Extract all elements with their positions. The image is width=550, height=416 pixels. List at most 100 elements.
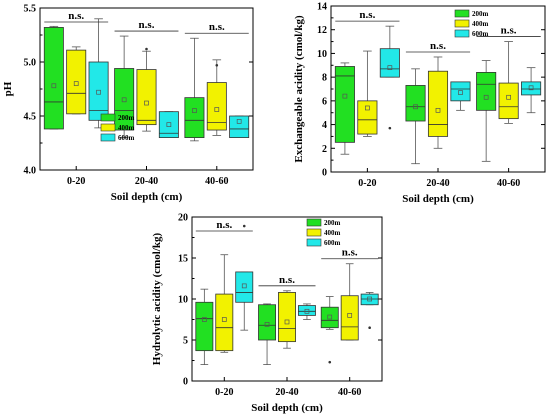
x-axis-label: Soil depth (cm) bbox=[251, 402, 323, 414]
significance-label: n.s. bbox=[139, 19, 155, 31]
y-tick-label: 20 bbox=[178, 213, 188, 224]
y-axis-label: Exchangeable acidity (cmol/kg) bbox=[293, 15, 305, 163]
iqr-box bbox=[320, 306, 339, 329]
y-tick-label: 0 bbox=[322, 168, 327, 179]
box-400m-20-40 bbox=[427, 56, 449, 149]
significance-label: n.s. bbox=[209, 21, 225, 33]
outlier-point bbox=[328, 360, 332, 364]
x-tick-label: 20-40 bbox=[135, 176, 158, 187]
iqr-box bbox=[184, 97, 205, 138]
legend-label: 400m bbox=[472, 20, 489, 28]
x-tick-label: 20-40 bbox=[426, 178, 449, 189]
mean-marker bbox=[365, 105, 370, 111]
box-200m-40-60 bbox=[184, 37, 205, 142]
mean-marker bbox=[483, 94, 489, 100]
iqr-box bbox=[427, 70, 449, 137]
x-tick-label: 20-40 bbox=[275, 387, 298, 398]
iqr-box bbox=[379, 48, 400, 78]
legend-label: 600m bbox=[118, 134, 135, 142]
y-tick-label: 14 bbox=[317, 2, 327, 13]
mean-marker bbox=[121, 97, 127, 103]
mean-marker bbox=[192, 108, 197, 113]
legend-swatch-600m bbox=[454, 29, 470, 38]
iqr-box bbox=[405, 85, 426, 122]
mean-marker bbox=[347, 313, 353, 318]
significance-label: n.s. bbox=[342, 247, 358, 259]
box-600m-40-60 bbox=[521, 67, 542, 114]
box-200m-20-40 bbox=[114, 35, 135, 139]
box-600m-0-20 bbox=[88, 18, 109, 129]
y-axis-label: pH bbox=[2, 81, 14, 96]
iqr-box bbox=[297, 305, 316, 316]
legend-label: 600m bbox=[324, 239, 341, 247]
chart-panel-1: 4.0 4.5 5.0 5.5 0-20 20-40 40-60 Soil depth (cm… bbox=[2, 4, 254, 203]
iqr-box bbox=[88, 61, 109, 121]
y-tick-label: 15 bbox=[178, 254, 188, 265]
mean-marker bbox=[144, 100, 149, 106]
x-tick-label: 0-20 bbox=[215, 387, 233, 398]
y-tick-label: 4 bbox=[322, 120, 327, 131]
box-600m-20-40 bbox=[450, 81, 471, 111]
box-200m-20-40 bbox=[405, 68, 426, 165]
y-tick-label: 8 bbox=[322, 73, 327, 84]
box-200m-20-40 bbox=[258, 303, 277, 366]
iqr-box bbox=[235, 271, 254, 303]
legend-label: 200m bbox=[324, 219, 341, 227]
iqr-box bbox=[229, 115, 250, 139]
legend-swatch-400m bbox=[306, 228, 322, 237]
x-axis-label: Soil depth (cm) bbox=[111, 191, 183, 203]
box-200m-40-60 bbox=[320, 296, 339, 364]
y-tick-label: 10 bbox=[178, 295, 188, 306]
mean-marker bbox=[413, 104, 418, 110]
y-tick-label: 4.5 bbox=[24, 112, 37, 123]
significance-label: n.s. bbox=[501, 25, 517, 37]
y-tick-label: 10 bbox=[317, 49, 327, 60]
mean-marker bbox=[342, 93, 348, 99]
legend-label: 400m bbox=[324, 229, 341, 237]
box-600m-0-20 bbox=[379, 25, 400, 130]
chart-panel-3: 0 5 10 15 20 0-20 20-40 40-60 Soil depth (cm) Hyd… bbox=[151, 213, 383, 414]
mean-marker bbox=[73, 81, 79, 86]
mean-marker bbox=[506, 94, 511, 100]
iqr-box bbox=[360, 293, 379, 306]
legend: 200m 400m 600m bbox=[100, 113, 135, 142]
mean-marker bbox=[284, 319, 290, 325]
iqr-box bbox=[340, 295, 359, 341]
x-axis-label: Soil depth (cm) bbox=[402, 193, 474, 205]
box-400m-40-60 bbox=[498, 41, 519, 124]
box-400m-0-20 bbox=[215, 254, 234, 353]
legend-swatch-400m bbox=[100, 123, 116, 132]
box-600m-40-60 bbox=[229, 115, 250, 139]
box-200m-0-20 bbox=[195, 288, 214, 366]
legend-swatch-200m bbox=[100, 113, 116, 122]
iqr-box bbox=[278, 292, 296, 343]
significance-label: n.s. bbox=[279, 274, 295, 286]
legend-label: 600m bbox=[472, 30, 489, 38]
iqr-box bbox=[215, 293, 234, 352]
legend: 200m 400m 600m bbox=[306, 218, 341, 247]
box-600m-40-60 bbox=[360, 292, 379, 330]
y-axis-label: Hydrolytic acidity (cmol/kg) bbox=[151, 232, 163, 365]
chart-panel-2: 0 2 4 6 8 10 12 14 0-20 20-40 40-60 Soil depth (cm)… bbox=[293, 2, 546, 205]
legend-swatch-600m bbox=[100, 133, 116, 142]
outlier-point bbox=[368, 326, 371, 330]
legend-swatch-200m bbox=[454, 9, 470, 18]
iqr-box bbox=[195, 301, 214, 352]
iqr-box bbox=[521, 81, 542, 96]
mean-marker bbox=[96, 89, 101, 95]
significance-label: n.s. bbox=[430, 40, 446, 52]
box-400m-40-60 bbox=[340, 263, 359, 341]
mean-marker bbox=[435, 107, 441, 113]
mean-marker bbox=[241, 283, 247, 289]
iqr-box bbox=[476, 72, 497, 111]
mean-marker bbox=[458, 90, 463, 95]
x-tick-label: 40-60 bbox=[497, 178, 520, 189]
outlier-point bbox=[145, 47, 148, 51]
box-600m-20-40 bbox=[158, 111, 179, 139]
box-400m-20-40 bbox=[278, 290, 296, 349]
mean-marker bbox=[214, 107, 220, 112]
outlier-point bbox=[242, 224, 246, 228]
mean-marker bbox=[387, 65, 393, 71]
significance-label: n.s. bbox=[68, 10, 84, 22]
